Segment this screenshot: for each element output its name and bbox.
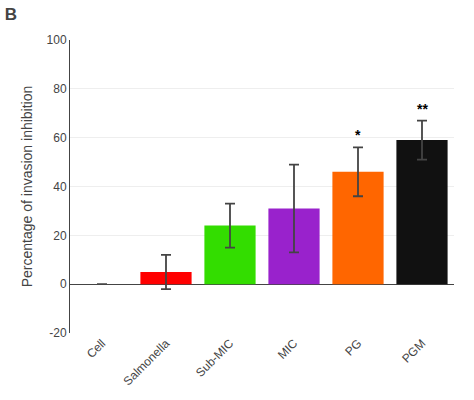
svg-text:80: 80 [53,82,67,96]
svg-text:MIC: MIC [275,336,301,362]
svg-text:Salmonella: Salmonella [120,336,172,388]
svg-text:20: 20 [53,229,67,243]
svg-text:*: * [355,127,361,143]
svg-text:40: 40 [53,180,67,194]
svg-text:Percentage of invasion inhibit: Percentage of invasion inhibition [19,86,35,288]
svg-text:**: ** [417,101,428,117]
svg-text:PG: PG [342,336,364,358]
svg-text:PGM: PGM [399,336,428,365]
svg-text:0: 0 [60,277,67,291]
svg-text:B: B [5,5,17,24]
svg-text:Cell: Cell [84,336,109,361]
svg-text:60: 60 [53,131,67,145]
svg-text:Sub-MIC: Sub-MIC [193,336,237,380]
svg-text:-20: -20 [49,326,67,340]
svg-text:100: 100 [47,33,67,47]
